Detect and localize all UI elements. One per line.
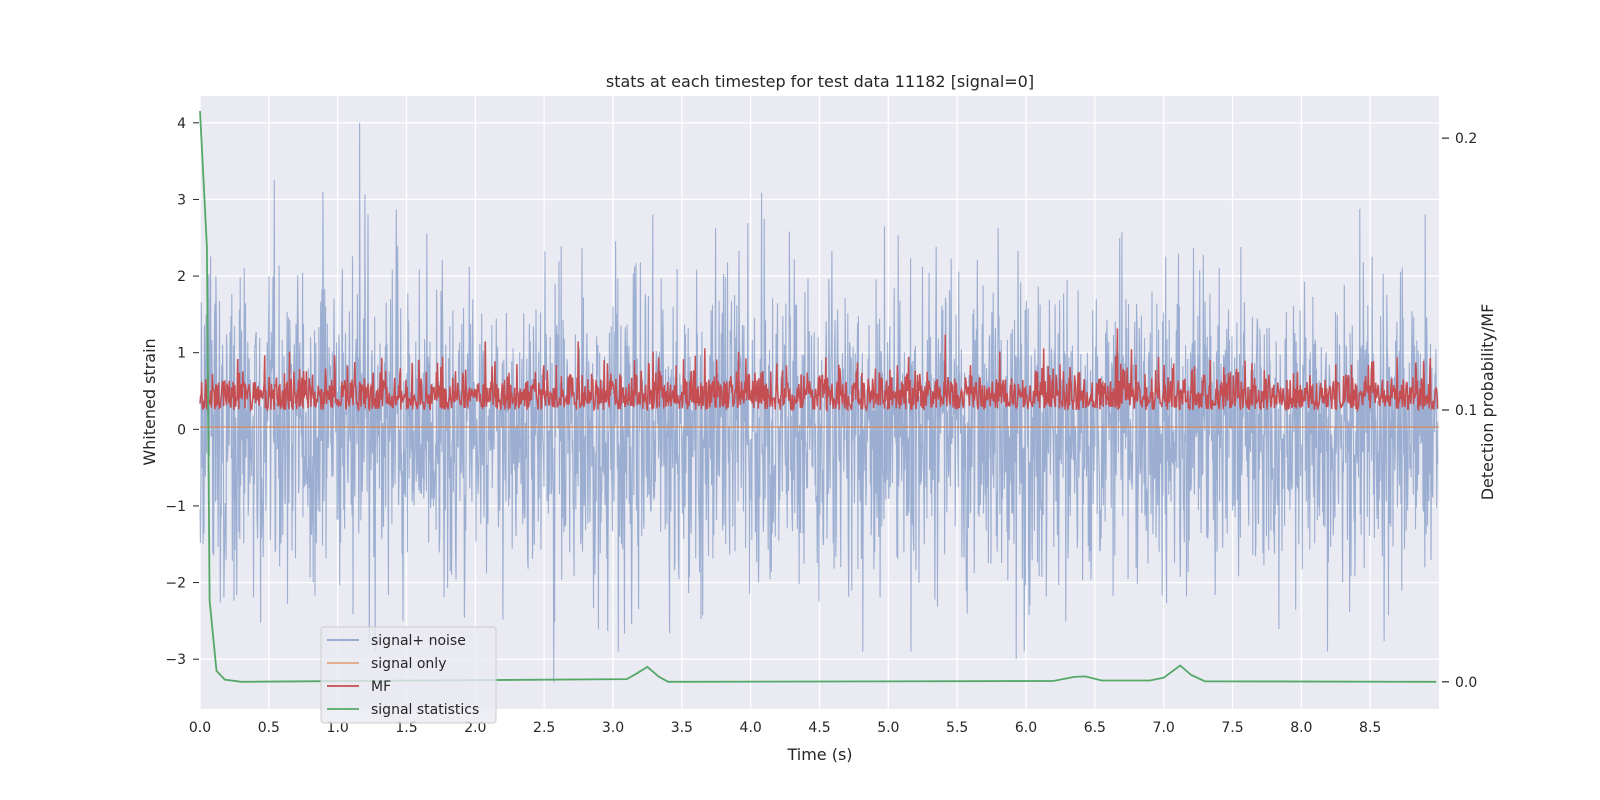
legend-label: signal only bbox=[371, 656, 446, 672]
legend-label: signal+ noise bbox=[371, 633, 466, 649]
x-tick-label: 1.0 bbox=[327, 720, 349, 736]
x-tick-label: 4.5 bbox=[808, 720, 830, 736]
x-tick-label: 1.5 bbox=[395, 720, 417, 736]
x-tick-label: 8.0 bbox=[1290, 720, 1312, 736]
legend-box bbox=[320, 626, 497, 724]
legend-label: signal statistics bbox=[371, 702, 479, 718]
y-tick-label: 0 bbox=[177, 422, 186, 438]
y-tick-label: 3 bbox=[177, 192, 186, 208]
x-tick-label: 7.0 bbox=[1153, 720, 1175, 736]
y2-axis-label: Detection probability/MF bbox=[1478, 304, 1497, 501]
axes: 0.0 0.5 1.0 1.5 2.0 2.5 3.0 3.5 4.0 4.5 5.0 5.5 6.0 6… bbox=[165, 116, 1477, 736]
series-signal-statistics-line bbox=[199, 110, 1437, 683]
y-tick-label: 2 bbox=[177, 269, 186, 285]
y-tick-label: 4 bbox=[177, 116, 186, 132]
y-tick-label: −3 bbox=[165, 652, 186, 668]
chart-title: stats at each timestep for test data 111… bbox=[606, 72, 1034, 91]
x-tick-label: 0.0 bbox=[189, 720, 211, 736]
y2-tick-label: 0.0 bbox=[1455, 675, 1477, 691]
x-tick-label: 0.5 bbox=[258, 720, 280, 736]
legend-label: MF bbox=[371, 679, 391, 695]
y2-tick-label: 0.2 bbox=[1455, 131, 1477, 147]
series-mf-line bbox=[199, 328, 1439, 413]
x-tick-label: 6.0 bbox=[1015, 720, 1037, 736]
x-tick-label: 7.5 bbox=[1221, 720, 1243, 736]
y-tick-label: −1 bbox=[165, 499, 186, 515]
x-tick-label: 5.0 bbox=[877, 720, 899, 736]
series-layer bbox=[199, 110, 1439, 683]
y-tick-label: −2 bbox=[165, 576, 186, 592]
x-tick-label: 4.0 bbox=[740, 720, 762, 736]
x-axis-label: Time (s) bbox=[786, 745, 852, 764]
x-tick-label: 2.5 bbox=[533, 720, 555, 736]
series-signal-noise-line bbox=[199, 122, 1439, 683]
y-tick-label: 1 bbox=[177, 346, 186, 362]
x-tick-label: 3.5 bbox=[671, 720, 693, 736]
y2-tick-label: 0.1 bbox=[1455, 403, 1477, 419]
x-tick-label: 2.0 bbox=[464, 720, 486, 736]
legend: signal+ noise signal only MF signal statist… bbox=[320, 626, 497, 724]
x-tick-label: 6.5 bbox=[1084, 720, 1106, 736]
x-tick-label: 3.0 bbox=[602, 720, 624, 736]
x-tick-label: 8.5 bbox=[1359, 720, 1381, 736]
y-axis-label: Whitened strain bbox=[140, 338, 159, 465]
x-tick-label: 5.5 bbox=[946, 720, 968, 736]
